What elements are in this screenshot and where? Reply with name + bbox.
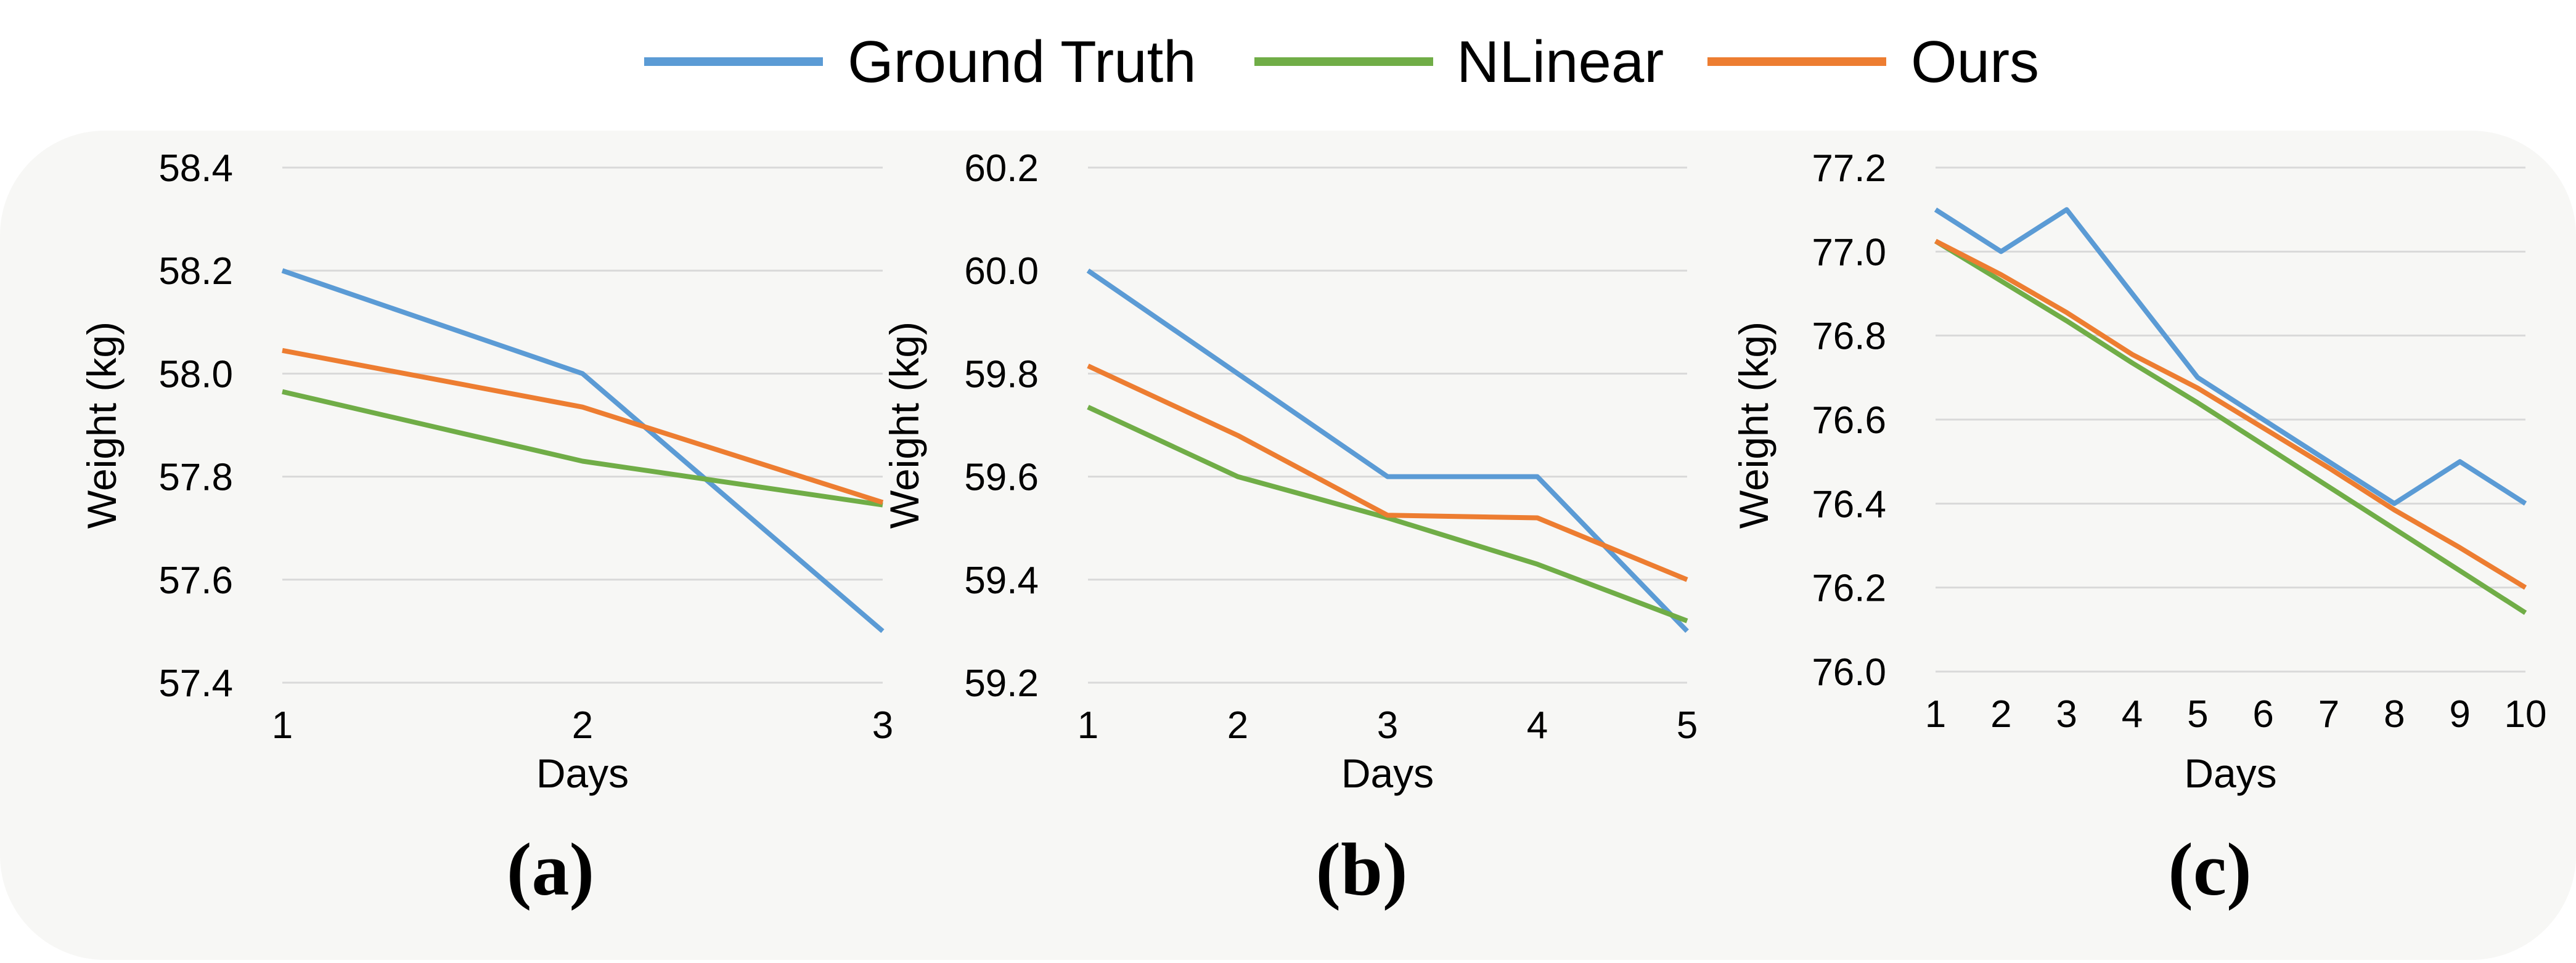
y-axis-title: Weight (kg)	[881, 322, 927, 529]
panel-background	[0, 131, 2576, 960]
x-axis-title: Days	[536, 750, 629, 796]
x-tick-label: 8	[2384, 693, 2405, 736]
y-tick-label: 77.0	[1812, 231, 1886, 274]
y-tick-label: 76.8	[1812, 315, 1886, 358]
legend-label: NLinear	[1457, 29, 1664, 95]
chart-caption: (c)	[2168, 828, 2251, 911]
x-tick-label: 5	[2187, 693, 2208, 736]
y-tick-label: 60.2	[964, 147, 1039, 190]
legend-label: Ours	[1911, 29, 2039, 95]
x-tick-label: 3	[2056, 693, 2077, 736]
y-tick-label: 59.6	[964, 457, 1039, 499]
y-tick-label: 58.4	[158, 147, 233, 190]
y-tick-label: 59.4	[964, 559, 1039, 602]
x-tick-label: 1	[1077, 704, 1098, 747]
chart-caption: (a)	[507, 828, 594, 911]
y-axis-title: Weight (kg)	[1731, 322, 1777, 529]
series-line-nlinear	[1934, 238, 2527, 615]
x-tick-label: 5	[1677, 704, 1698, 747]
x-axis-title: Days	[1341, 750, 1434, 796]
legend: Ground Truth NLinear Ours	[644, 29, 2039, 95]
chart-caption: (b)	[1315, 828, 1407, 911]
series-line-ours	[1934, 238, 2527, 590]
x-tick-label: 4	[1527, 704, 1548, 747]
x-tick-label: 2	[1990, 693, 2011, 736]
y-tick-label: 76.6	[1812, 399, 1886, 442]
chart-a: 57.4 57.6 57.8 58.0 58.2 58.4 1 2 3 Days Weight (k…	[79, 147, 893, 911]
x-tick-label: 3	[1377, 704, 1398, 747]
legend-item-ours: Ours	[1707, 29, 2039, 95]
y-axis-title: Weight (kg)	[79, 322, 125, 529]
y-tick-label: 76.4	[1812, 483, 1886, 526]
y-tick-label: 58.2	[158, 250, 233, 293]
y-tick-label: 57.4	[158, 662, 233, 705]
x-tick-label: 2	[1227, 704, 1248, 747]
chart-b: 59.2 59.4 59.6 59.8 60.0 60.2 1 2 3 4 5 Days Weight …	[881, 147, 1698, 911]
y-tick-label: 58.0	[158, 353, 233, 396]
x-axis-title: Days	[2184, 750, 2276, 796]
legend-item-ground-truth: Ground Truth	[644, 29, 1196, 95]
x-tick-label: 1	[1925, 693, 1946, 736]
y-tick-label: 77.2	[1812, 147, 1886, 190]
series-line-ground-truth	[1934, 207, 2527, 506]
y-tick-label: 57.8	[158, 457, 233, 499]
series-line-ground-truth	[281, 268, 885, 633]
x-tick-label: 9	[2449, 693, 2470, 736]
y-tick-label: 59.8	[964, 353, 1039, 396]
y-tick-label: 60.0	[964, 250, 1039, 293]
legend-label: Ground Truth	[848, 29, 1196, 95]
series-line-ground-truth	[1086, 268, 1689, 633]
y-tick-label: 57.6	[158, 559, 233, 602]
series-line-nlinear	[1087, 405, 1688, 624]
legend-item-nlinear: NLinear	[1254, 29, 1664, 95]
x-tick-label: 4	[2122, 693, 2143, 736]
chart-c: 76.0 76.2 76.4 76.6 76.8 77.0 77.2 1 2 3 4 5 6 7 8 9 10 D…	[1731, 147, 2546, 911]
x-tick-label: 1	[272, 704, 293, 747]
y-tick-label: 76.2	[1812, 567, 1886, 610]
x-tick-label: 2	[572, 704, 593, 747]
x-tick-label: 10	[2504, 693, 2547, 736]
y-tick-label: 76.0	[1812, 651, 1886, 694]
series-line-ours	[1087, 364, 1688, 582]
x-tick-label: 7	[2318, 693, 2339, 736]
series-line-ours	[282, 347, 884, 505]
y-tick-label: 59.2	[964, 662, 1039, 705]
x-tick-label: 6	[2252, 693, 2273, 736]
x-tick-label: 3	[872, 704, 893, 747]
series-line-nlinear	[282, 389, 883, 508]
